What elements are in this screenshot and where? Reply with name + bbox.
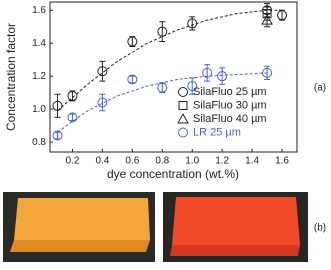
data-point <box>52 100 63 111</box>
legend-label: LR 25 µm <box>193 126 241 138</box>
legend-label: SilaFluo 40 µm <box>193 113 267 125</box>
error-bar <box>54 93 61 118</box>
error-bar <box>159 21 166 43</box>
data-point <box>187 81 198 92</box>
data-point <box>97 97 108 108</box>
panel-label: (a) <box>314 83 326 94</box>
data-point <box>97 66 108 77</box>
data-point <box>67 112 78 123</box>
data-point <box>202 67 213 78</box>
data-point <box>217 71 228 82</box>
legend-label: SilaFluo 25 µm <box>193 86 267 98</box>
legend-marker <box>178 127 188 138</box>
plot-frame <box>49 1 298 153</box>
y-tick-label: 1.0 <box>32 104 46 115</box>
y-tick-label: 1.2 <box>32 71 46 82</box>
x-tick-label: 0.8 <box>155 156 169 167</box>
error-bar <box>99 60 106 82</box>
data-point <box>127 36 138 47</box>
data-point <box>157 82 168 93</box>
y-tick-label: 1.4 <box>32 38 46 49</box>
photo-right <box>163 192 308 262</box>
error-bar <box>219 67 226 85</box>
legend-marker <box>178 101 188 110</box>
data-point <box>67 90 78 101</box>
data-point <box>277 10 288 21</box>
data-point <box>52 130 63 141</box>
error-bar <box>129 75 136 84</box>
photo-left <box>3 192 155 262</box>
x-axis-label: dye concentration (wt.%) <box>107 167 239 181</box>
error-bar <box>189 77 196 95</box>
y-tick-label: 1.6 <box>32 5 46 16</box>
x-tick-label: 1.2 <box>215 156 229 167</box>
x-tick-label: 0.6 <box>125 156 139 167</box>
x-tick-label: 1.0 <box>185 156 199 167</box>
x-tick-label: 0.4 <box>95 156 109 167</box>
data-point <box>187 18 198 29</box>
panel-label: (b) <box>314 223 326 234</box>
x-tick-label: 1.6 <box>275 156 289 167</box>
y-tick-label: 0.8 <box>32 137 46 148</box>
data-point <box>127 74 138 85</box>
data-point <box>261 14 273 25</box>
x-tick-label: 0.2 <box>66 156 80 167</box>
legend-label: SilaFluo 30 µm <box>193 99 267 111</box>
error-bar <box>69 113 76 122</box>
x-tick-label: 1.4 <box>245 156 259 167</box>
data-point <box>262 67 273 78</box>
error-bar <box>99 93 106 112</box>
legend-marker <box>177 112 189 124</box>
data-point <box>157 26 168 37</box>
error-bar <box>54 131 61 140</box>
error-bar <box>204 64 211 82</box>
legend-marker <box>178 87 188 97</box>
y-axis-label: Concentration factor <box>4 23 18 131</box>
fit-curve <box>57 9 283 112</box>
